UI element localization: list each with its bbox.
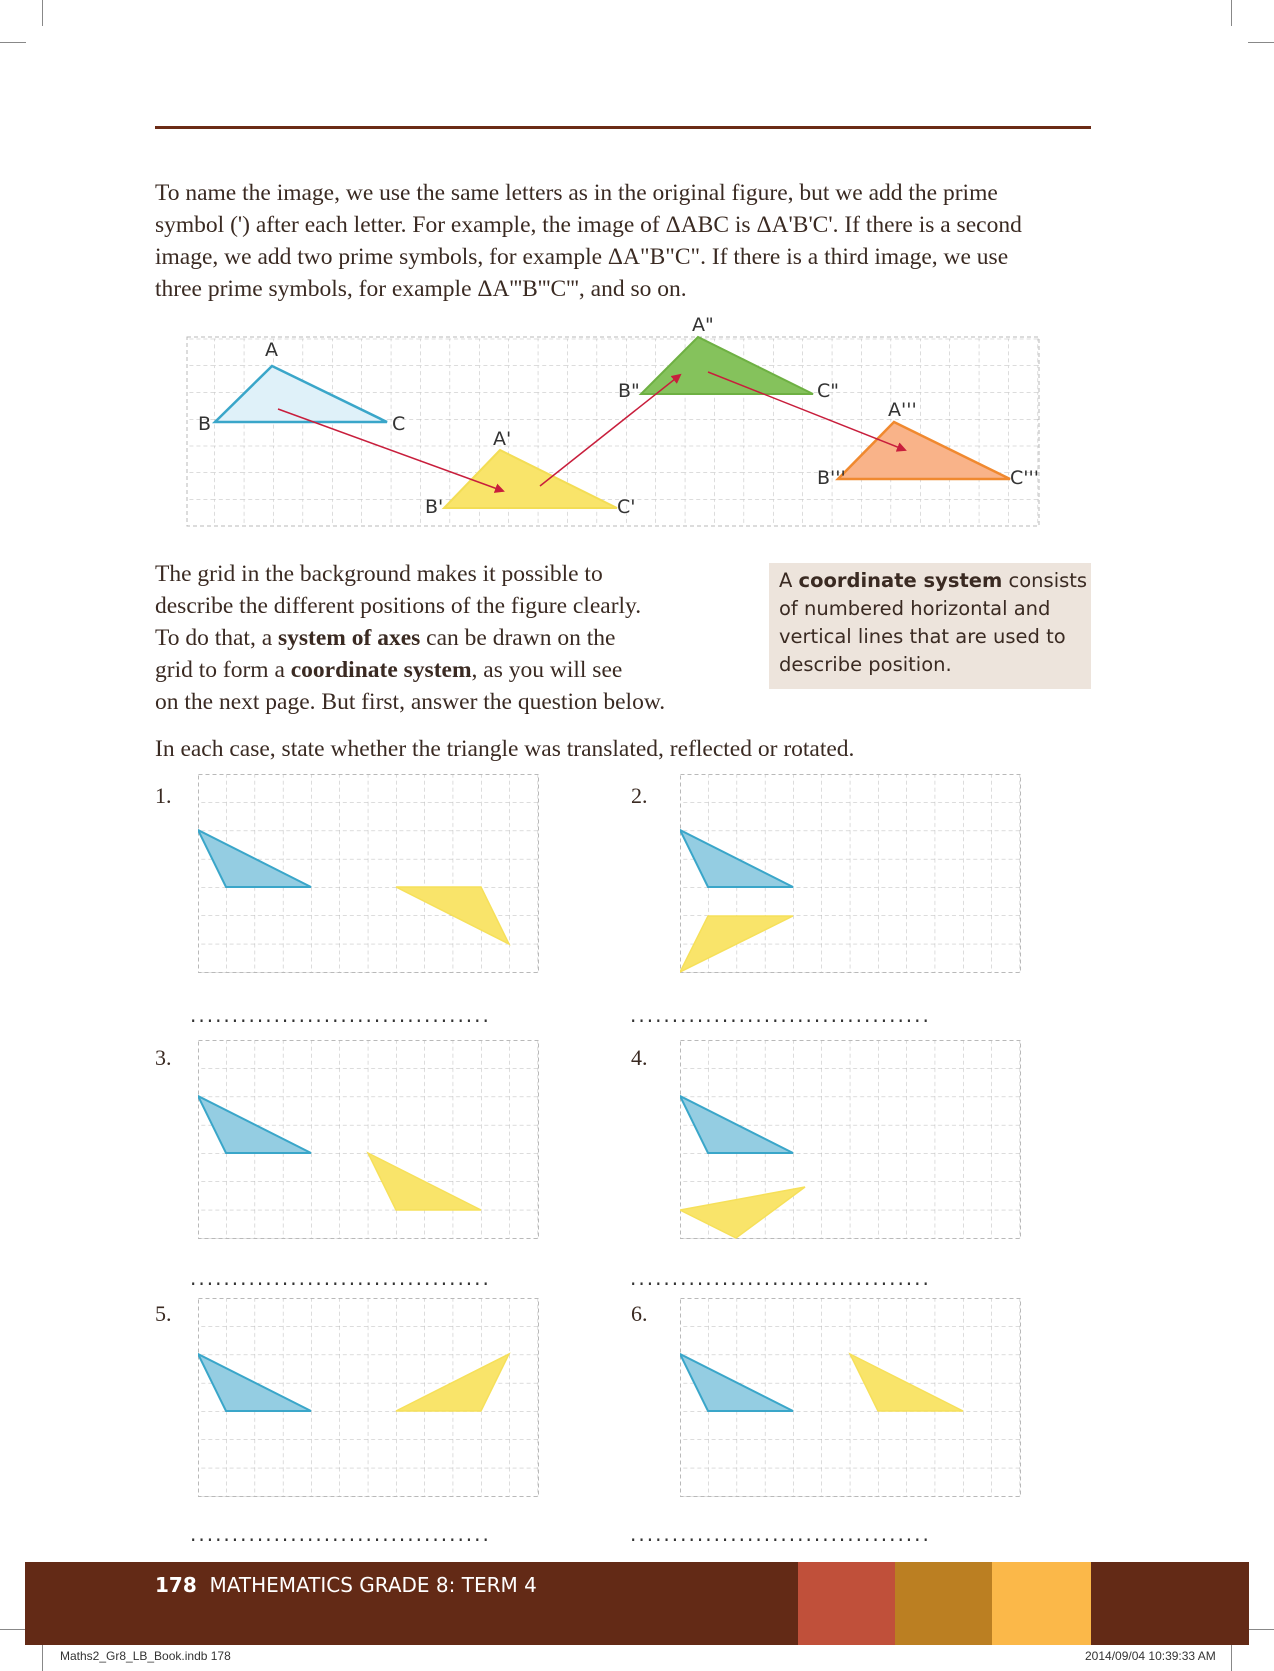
image-triangle	[680, 915, 794, 973]
translation-arrow	[707, 371, 907, 452]
answer-line[interactable]: ....................................	[190, 1522, 491, 1546]
paragraph-line: on the next page. But first, answer the …	[155, 689, 666, 715]
text-run: To do that, a	[155, 625, 279, 651]
crop-mark	[42, 0, 43, 26]
exercise-6-grid	[680, 1298, 1021, 1497]
text-run: grid to form a	[155, 657, 291, 683]
vertex-label: A"	[692, 314, 714, 336]
transformation-diagram: A B C A' B' C' A" B" C" A''' B''' C'''	[186, 314, 1040, 527]
text-run: can be drawn on the	[420, 625, 616, 651]
definition-box: A coordinate system consists of numbered…	[769, 563, 1091, 689]
answer-line[interactable]: ....................................	[630, 1522, 931, 1546]
print-slug-timestamp: 2014/09/04 10:39:33 AM	[1085, 1649, 1216, 1663]
grid-paragraph: The grid in the background makes it poss…	[155, 558, 755, 718]
footer-title: 178 MATHEMATICS GRADE 8: TERM 4	[155, 1571, 537, 1599]
crop-mark	[42, 1645, 43, 1671]
vertex-label: C"	[817, 380, 839, 402]
crop-mark	[0, 1629, 26, 1630]
answer-line[interactable]: ....................................	[630, 1266, 931, 1290]
answer-line[interactable]: ....................................	[190, 1266, 491, 1290]
vertex-label: A	[265, 339, 278, 361]
page-number: 178	[155, 1573, 197, 1597]
image-triangle	[848, 1352, 964, 1412]
vertex-label: B'''	[817, 467, 846, 489]
original-triangle	[198, 1352, 312, 1412]
definition-line: of numbered horizontal and	[779, 597, 1051, 620]
footer-swatch-yellow	[992, 1562, 1091, 1645]
crop-mark	[0, 42, 26, 43]
footer-swatch-red	[798, 1562, 895, 1645]
original-triangle	[198, 1094, 312, 1154]
crop-mark	[1248, 1629, 1274, 1630]
triangle-a2b2c2	[638, 335, 814, 395]
image-triangle	[395, 886, 511, 946]
translation-arrow	[539, 373, 682, 487]
exercise-2-grid	[680, 774, 1021, 973]
exercise-number: 4.	[631, 1045, 648, 1070]
print-slug-file: Maths2_Gr8_LB_Book.indb 178	[60, 1649, 231, 1663]
crop-mark	[1231, 0, 1232, 26]
text-run: A	[779, 569, 799, 592]
original-triangle	[198, 828, 312, 888]
vertex-label: C'	[617, 496, 636, 518]
vertex-label: C	[392, 413, 405, 435]
exercise-number: 6.	[631, 1301, 648, 1326]
answer-line[interactable]: ....................................	[190, 1003, 491, 1027]
definition-line: vertical lines that are used to	[779, 625, 1066, 648]
vertex-label: A'''	[888, 399, 917, 421]
keyword-coordinate-system: coordinate system	[290, 657, 472, 683]
exercise-instruction: In each case, state whether the triangle…	[155, 736, 855, 762]
paragraph-line: To do that, a system of axes can be draw…	[155, 622, 755, 654]
definition-line: describe position.	[779, 653, 952, 676]
exercise-4-grid	[680, 1040, 1021, 1239]
vertex-label: B	[198, 413, 211, 435]
image-triangle	[395, 1352, 511, 1412]
original-triangle	[680, 828, 794, 888]
original-triangle	[680, 1352, 794, 1412]
crop-mark	[1231, 1645, 1232, 1671]
triangle-abc	[211, 364, 388, 424]
keyword-system-of-axes: system of axes	[278, 625, 421, 651]
intro-line: symbol (') after each letter. For exampl…	[155, 212, 1022, 238]
text-run: consists	[1002, 569, 1088, 592]
exercise-5-grid	[198, 1298, 539, 1497]
vertex-label: B"	[618, 380, 640, 402]
original-triangle	[680, 1094, 794, 1154]
text-run: , as you will see	[471, 657, 623, 683]
definition-line: A coordinate system consists	[779, 567, 1091, 595]
vertex-label: A'	[493, 428, 511, 450]
intro-line: image, we add two prime symbols, for exa…	[155, 244, 1009, 270]
triangle-a3b3c3	[835, 420, 1011, 481]
crop-mark	[1248, 42, 1274, 43]
intro-paragraph: To name the image, we use the same lette…	[155, 177, 1100, 305]
exercise-3-grid	[198, 1040, 539, 1239]
intro-line: three prime symbols, for example ΔA'''B'…	[155, 276, 687, 302]
exercise-number: 2.	[631, 783, 648, 808]
translation-arrow	[277, 408, 505, 493]
book-title: MATHEMATICS GRADE 8: TERM 4	[209, 1573, 537, 1597]
paragraph-line: grid to form a coordinate system, as you…	[155, 654, 755, 686]
vertex-label: C'''	[1010, 467, 1039, 489]
paragraph-line: describe the different positions of the …	[155, 593, 642, 619]
exercise-number: 3.	[155, 1045, 172, 1070]
exercise-number: 1.	[155, 783, 172, 808]
exercise-number: 5.	[155, 1301, 172, 1326]
exercise-1-grid	[198, 774, 539, 973]
answer-line[interactable]: ....................................	[630, 1003, 931, 1027]
footer-swatch-ochre	[895, 1562, 992, 1645]
vertex-label: B'	[425, 496, 443, 518]
intro-line: To name the image, we use the same lette…	[155, 180, 998, 206]
image-triangle	[366, 1151, 482, 1211]
definition-term: coordinate system	[798, 569, 1003, 592]
image-triangle	[680, 1186, 806, 1239]
header-rule	[155, 126, 1091, 129]
paragraph-line: The grid in the background makes it poss…	[155, 561, 603, 587]
